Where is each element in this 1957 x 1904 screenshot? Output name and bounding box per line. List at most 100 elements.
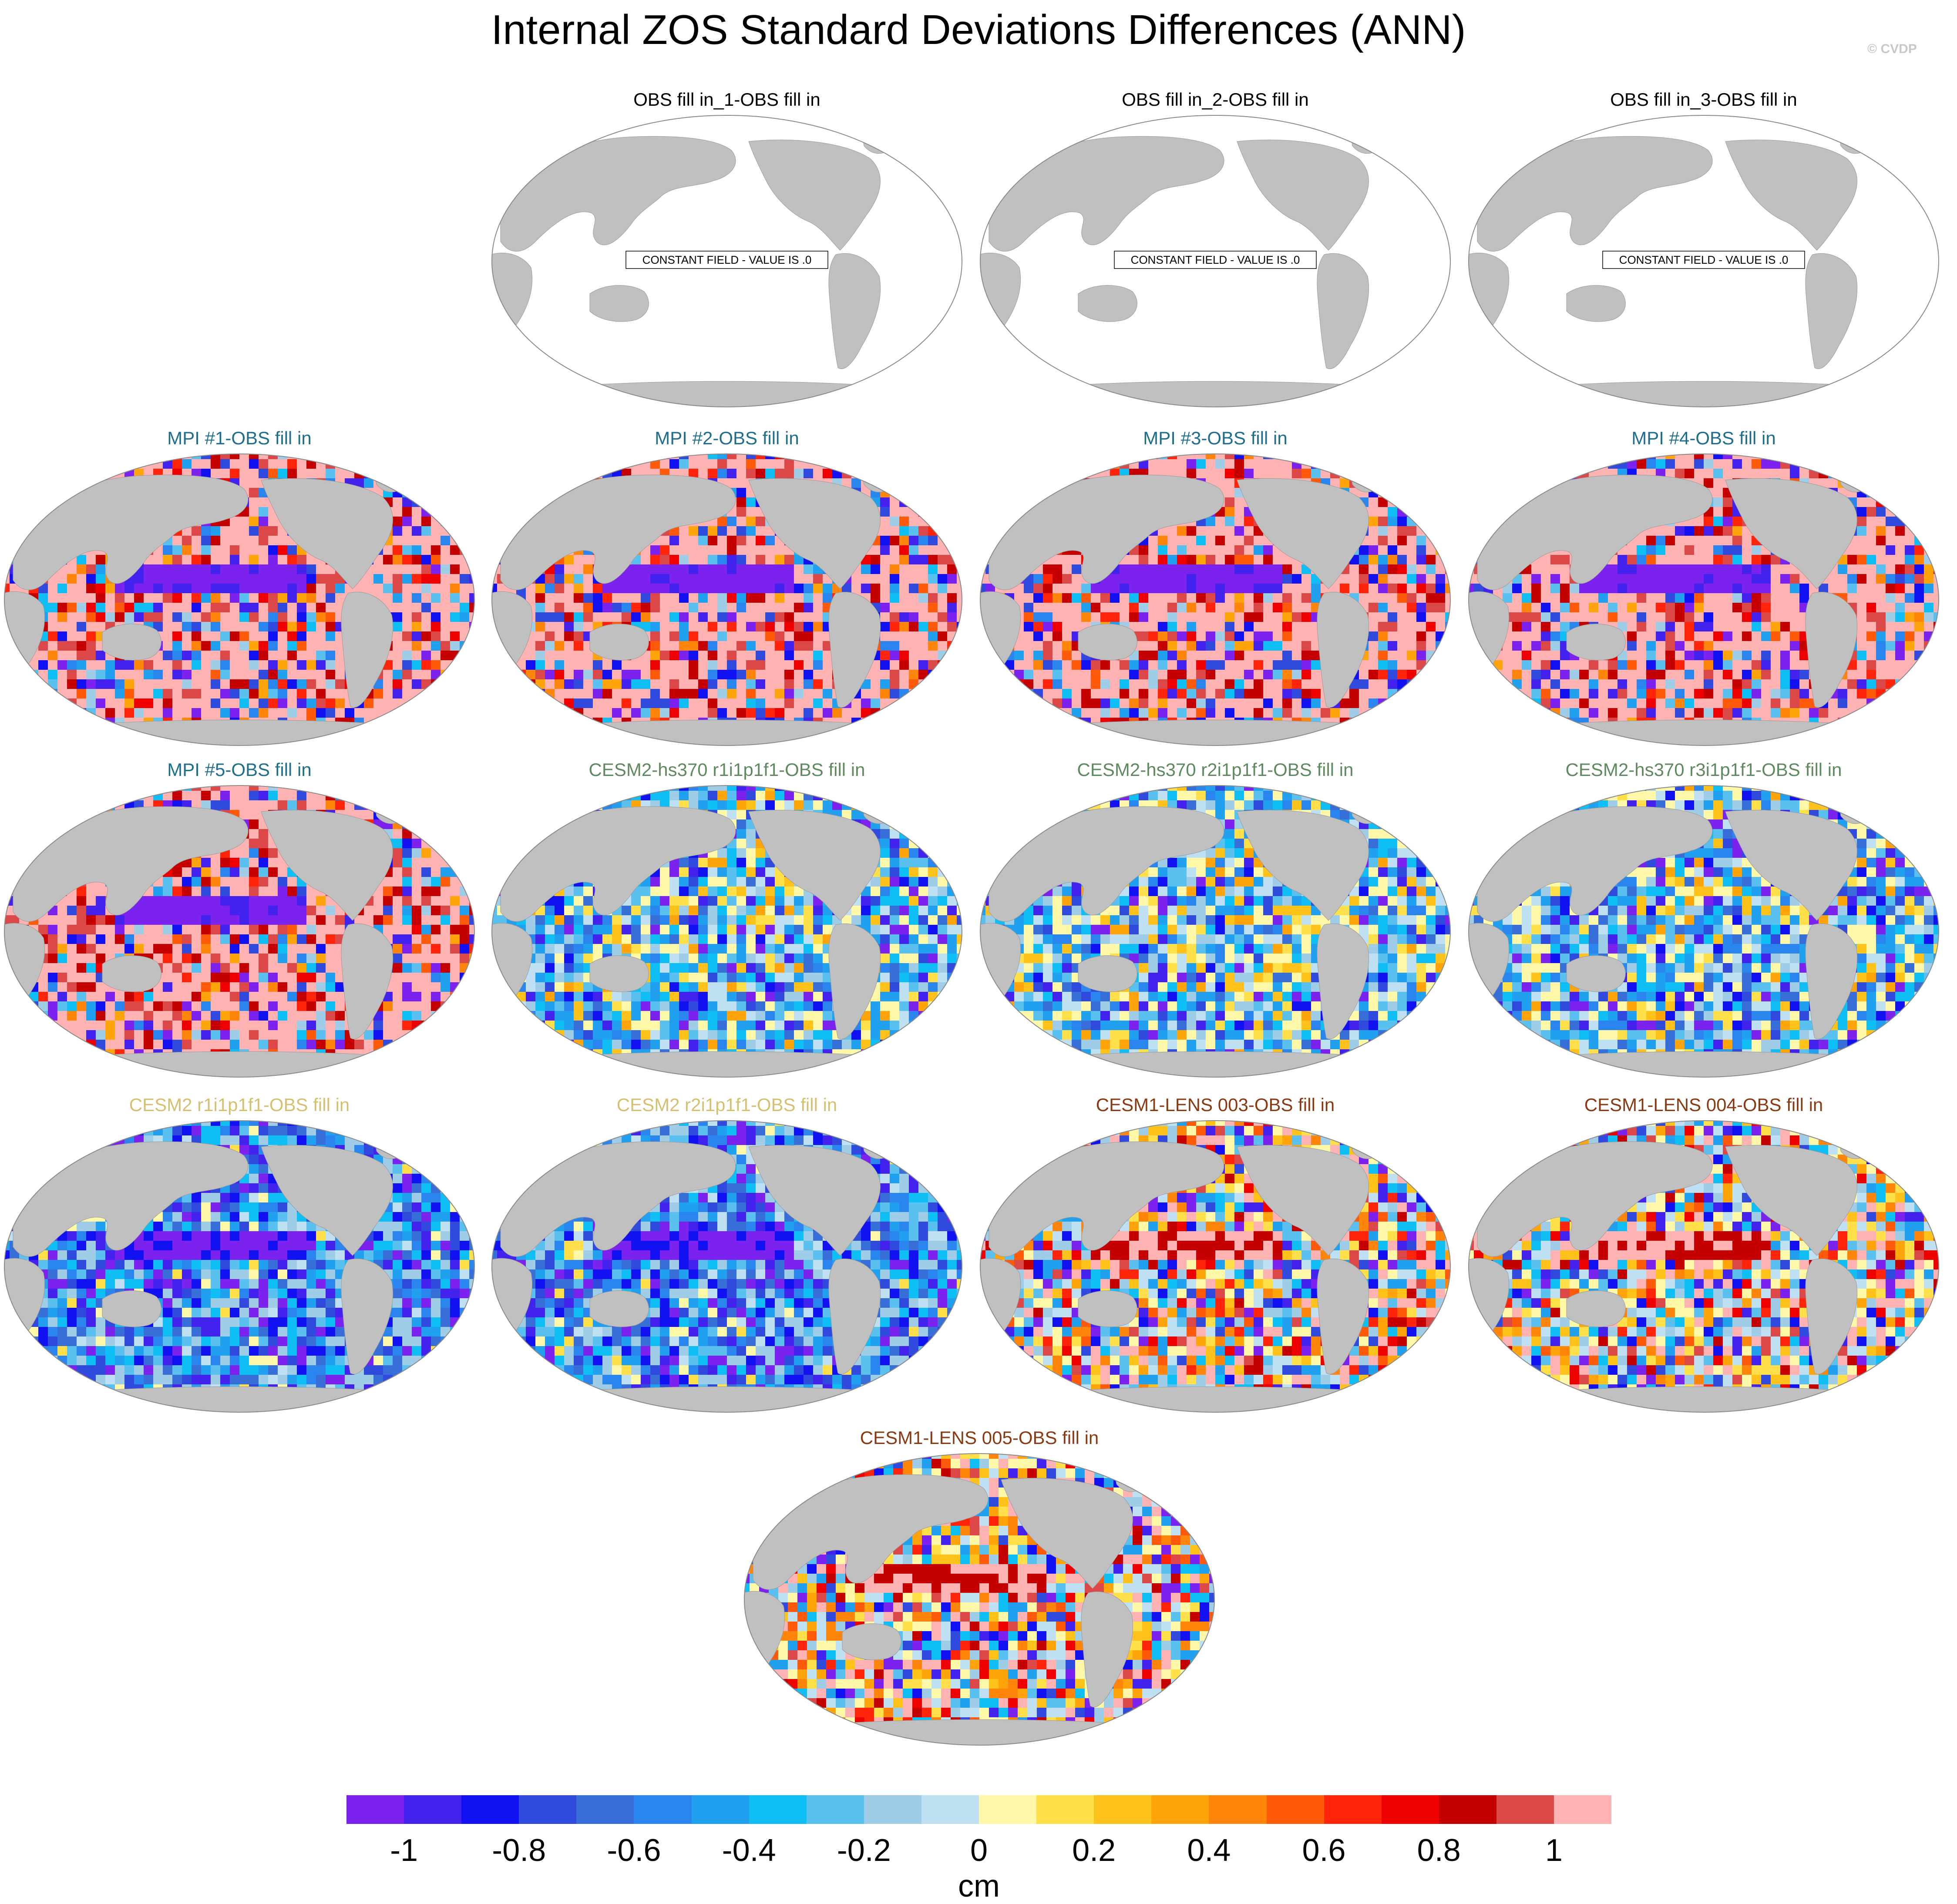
colorbar-tick-label: -0.8 [492, 1833, 546, 1868]
land-mass [1567, 1291, 1625, 1327]
world-map [488, 781, 966, 1081]
panel-title: CESM2 r1i1p1f1-OBS fill in [0, 1095, 479, 1115]
colorbar-cell [979, 1795, 1036, 1824]
land-mass [1078, 285, 1137, 322]
map-panel: CESM2-hs370 r2i1p1f1-OBS fill in [976, 759, 1455, 1090]
colorbar-cell [576, 1795, 634, 1824]
land-mass [1028, 381, 1402, 410]
world-map: CONSTANT FIELD - VALUE IS .0 [488, 111, 966, 411]
colorbar-cell [519, 1795, 576, 1824]
panel-title: MPI #5-OBS fill in [0, 759, 479, 780]
land-mass [1517, 1387, 1891, 1416]
panel-title: MPI #1-OBS fill in [0, 428, 479, 449]
map-panel: CESM2-hs370 r3i1p1f1-OBS fill in [1464, 759, 1943, 1090]
colorbar-tick-label: -0.2 [837, 1833, 891, 1868]
land-mass [1567, 285, 1625, 322]
map-panel: MPI #3-OBS fill in [976, 428, 1455, 759]
panel-title: CESM1-LENS 005-OBS fill in [740, 1427, 1219, 1448]
world-map [0, 781, 479, 1081]
map-panel: CESM2 r1i1p1f1-OBS fill in [0, 1095, 479, 1425]
land-mass [1517, 381, 1891, 410]
colorbar-cell [1036, 1795, 1094, 1824]
colorbar-cell [634, 1795, 691, 1824]
colorbar-tick-label: 0.4 [1187, 1833, 1231, 1868]
map-panel: OBS fill in_2-OBS fill in CONSTANT FIELD … [976, 89, 1455, 420]
map-panel: MPI #5-OBS fill in [0, 759, 479, 1090]
land-mass [540, 720, 914, 749]
world-map [976, 450, 1455, 750]
land-mass [102, 1291, 161, 1327]
world-map [488, 1116, 966, 1417]
land-mass [1028, 1387, 1402, 1416]
land-mass [590, 956, 649, 992]
land-mass [590, 285, 649, 322]
colorbar-tick-label: -1 [390, 1833, 418, 1868]
colorbar-tick-label: -0.4 [722, 1833, 776, 1868]
colorbar-tick-label: 0 [970, 1833, 988, 1868]
map-panel: CESM1-LENS 004-OBS fill in [1464, 1095, 1943, 1425]
colorbar-cell [1439, 1795, 1496, 1824]
panel-title: CESM1-LENS 004-OBS fill in [1464, 1095, 1943, 1115]
constant-field-note: CONSTANT FIELD - VALUE IS .0 [1131, 253, 1300, 266]
world-map [0, 1116, 479, 1417]
land-mass [102, 624, 161, 660]
panel-title: CESM2 r2i1p1f1-OBS fill in [488, 1095, 966, 1115]
panel-title: MPI #3-OBS fill in [976, 428, 1455, 449]
map-panel: CESM2 r2i1p1f1-OBS fill in [488, 1095, 966, 1425]
colorbar-cell [749, 1795, 807, 1824]
map-panel: OBS fill in_3-OBS fill in CONSTANT FIELD … [1464, 89, 1943, 420]
panel-title: MPI #2-OBS fill in [488, 428, 966, 449]
colorbar-cell [1209, 1795, 1266, 1824]
world-map: CONSTANT FIELD - VALUE IS .0 [1464, 111, 1943, 411]
map-panel: CESM1-LENS 003-OBS fill in [976, 1095, 1455, 1425]
panel-title: CESM2-hs370 r1i1p1f1-OBS fill in [488, 759, 966, 780]
colorbar-tick-label: 0.2 [1072, 1833, 1116, 1868]
world-map [0, 450, 479, 750]
colorbar-tick-label: 0.6 [1302, 1833, 1345, 1868]
panel-title: MPI #4-OBS fill in [1464, 428, 1943, 449]
figure-title: Internal ZOS Standard Deviations Differe… [0, 6, 1957, 54]
colorbar-tick-label: -0.6 [607, 1833, 661, 1868]
land-mass [1567, 624, 1625, 660]
land-mass [540, 381, 914, 410]
panel-title: CESM2-hs370 r2i1p1f1-OBS fill in [976, 759, 1455, 780]
colorbar-cell [1151, 1795, 1209, 1824]
land-mass [1517, 720, 1891, 749]
colorbar-cell [346, 1795, 404, 1824]
land-mass [1028, 1051, 1402, 1081]
panel-title: OBS fill in_2-OBS fill in [976, 89, 1455, 110]
map-panel: MPI #2-OBS fill in [488, 428, 966, 759]
constant-field-note: CONSTANT FIELD - VALUE IS .0 [1619, 253, 1789, 266]
colorbar-cell [1554, 1795, 1611, 1824]
colorbar-cell [921, 1795, 979, 1824]
land-mass [1078, 1291, 1137, 1327]
panel-title: OBS fill in_1-OBS fill in [488, 89, 966, 110]
world-map [740, 1449, 1219, 1750]
land-mass [1028, 720, 1402, 749]
land-mass [842, 1624, 901, 1660]
land-mass [52, 720, 427, 749]
land-mass [102, 956, 161, 992]
land-mass [540, 1387, 914, 1416]
map-panel: MPI #1-OBS fill in [0, 428, 479, 759]
world-map: CONSTANT FIELD - VALUE IS .0 [976, 111, 1455, 411]
colorbar-tick-label: 0.8 [1417, 1833, 1461, 1868]
panel-title: CESM1-LENS 003-OBS fill in [976, 1095, 1455, 1115]
credit-watermark: © CVDP [1867, 42, 1917, 57]
world-map [1464, 781, 1943, 1081]
land-mass [1567, 956, 1625, 992]
land-mass [1078, 624, 1137, 660]
world-map [1464, 1116, 1943, 1417]
panel-title: OBS fill in_3-OBS fill in [1464, 89, 1943, 110]
land-mass [1517, 1051, 1891, 1081]
colorbar-cell [1324, 1795, 1382, 1824]
land-mass [590, 624, 649, 660]
land-mass [52, 1051, 427, 1081]
land-mass [1078, 956, 1137, 992]
land-mass [590, 1291, 649, 1327]
colorbar-cell [864, 1795, 921, 1824]
panel-title: CESM2-hs370 r3i1p1f1-OBS fill in [1464, 759, 1943, 780]
colorbar-cell [1094, 1795, 1151, 1824]
